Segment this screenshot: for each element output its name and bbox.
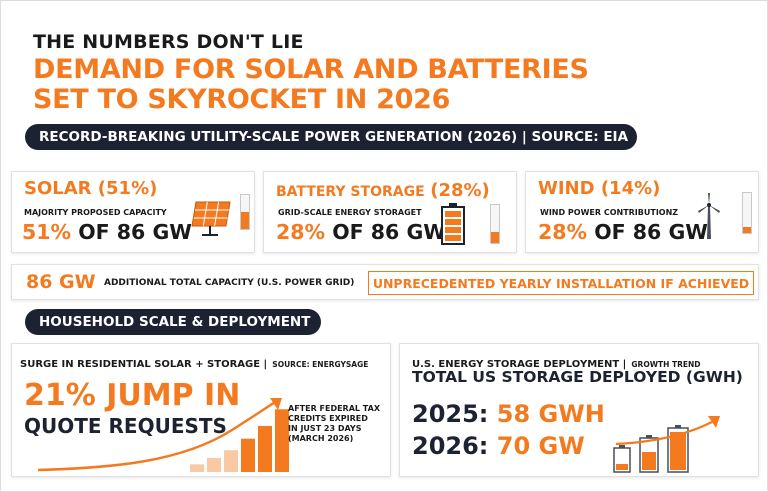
solar-stat-pct: 51%: [22, 220, 72, 244]
capacity-value: 86 GW: [26, 271, 96, 293]
residential-growth-graphic: [37, 398, 289, 472]
battery-gauge: [490, 204, 500, 244]
storage-row-2026-value: 70 GW: [496, 432, 585, 460]
growth-bar: [258, 425, 272, 472]
storage-title: TOTAL US STORAGE DEPLOYED (GWH): [412, 368, 743, 386]
growth-bar: [207, 457, 221, 472]
residential-note-line: IN JUST 23 DAYS: [288, 424, 362, 433]
wind-gauge: [742, 192, 752, 234]
battery-card-title-prefix: BATTERY STORAGE: [276, 184, 425, 200]
storage-row-2026-year: 2026:: [412, 432, 489, 460]
battery-card-title: BATTERY STORAGE (28%): [276, 180, 490, 201]
solar-card-stat: 51% OF 86 GW: [22, 220, 192, 244]
growth-bar: [224, 450, 238, 472]
capacity-label: ADDITIONAL TOTAL CAPACITY (U.S. POWER GR…: [104, 278, 355, 288]
headline-line-1: DEMAND FOR SOLAR AND BATTERIES: [33, 54, 589, 85]
wind-turbine-icon: [698, 193, 720, 239]
wind-card-subtitle: WIND POWER CONTRIBUTIONZ: [540, 208, 679, 217]
wind-card-stat: 28% OF 86 GW: [538, 220, 708, 244]
section-pill-household: HOUSEHOLD SCALE & DEPLOYMENT: [25, 309, 321, 335]
wind-card: WIND (14%) WIND POWER CONTRIBUTIONZ 28% …: [525, 171, 759, 253]
residential-note: AFTER FEDERAL TAX CREDITS EXPIRED IN JUS…: [288, 404, 380, 444]
growth-bar: [241, 438, 255, 472]
capacity-callout-text: UNPRECEDENTED YEARLY INSTALLATION IF ACH…: [372, 275, 750, 291]
residential-note-line: AFTER FEDERAL TAX: [288, 404, 380, 413]
residential-header-source: SOURCE: ENERGYSAGE: [272, 360, 369, 369]
battery-card-stat: 28% OF 86 GW: [276, 220, 446, 244]
storage-battery: [613, 445, 631, 473]
wind-stat-of: OF 86 GW: [594, 220, 708, 244]
storage-arrow-curve: [615, 421, 713, 446]
battery-card-title-pct: (28%): [430, 180, 490, 201]
growth-arrow-head: [270, 398, 282, 410]
battery-gauge-fill: [491, 232, 499, 243]
battery-stat-pct: 28%: [276, 220, 326, 244]
section-pill-household-label: HOUSEHOLD SCALE & DEPLOYMENT: [39, 314, 311, 330]
solar-card-title: SOLAR (51%): [24, 178, 158, 199]
capacity-strip: 86 GW ADDITIONAL TOTAL CAPACITY (U.S. PO…: [11, 264, 759, 300]
residential-big-line-1: 21% JUMP IN: [24, 378, 241, 413]
wind-card-title: WIND (14%): [538, 178, 661, 199]
storage-row-2025-year: 2025:: [412, 400, 489, 428]
battery-card: BATTERY STORAGE (28%) GRID-SCALE ENERGY …: [263, 171, 517, 253]
growth-arrow-curve: [37, 400, 277, 472]
residential-header-main: SURGE IN RESIDENTIAL SOLAR + STORAGE |: [20, 359, 268, 370]
battery-card-subtitle: GRID-SCALE ENERGY STORAGET: [278, 208, 422, 217]
solar-card: SOLAR (51%) MAJORITY PROPOSED CAPACITY 5…: [11, 171, 255, 253]
residential-header: SURGE IN RESIDENTIAL SOLAR + STORAGE | S…: [20, 352, 368, 371]
solar-card-subtitle: MAJORITY PROPOSED CAPACITY: [24, 208, 167, 217]
solar-stat-of: OF 86 GW: [78, 220, 192, 244]
storage-row-2025-value: 58 GWH: [496, 400, 605, 428]
wind-stat-pct: 28%: [538, 220, 588, 244]
capacity-callout-box: UNPRECEDENTED YEARLY INSTALLATION IF ACH…: [368, 271, 754, 295]
solar-gauge: [240, 194, 250, 230]
storage-header: U.S. ENERGY STORAGE DEPLOYMENT | GROWTH …: [412, 352, 701, 371]
storage-card: U.S. ENERGY STORAGE DEPLOYMENT | GROWTH …: [399, 343, 759, 477]
battery-stat-of: OF 86 GW: [332, 220, 446, 244]
residential-big-line-2: QUOTE REQUESTS: [24, 414, 227, 438]
kicker-heading: THE NUMBERS DON'T LIE: [33, 31, 304, 53]
battery-icon: [441, 203, 465, 245]
storage-arrow-head: [708, 416, 720, 428]
residential-note-line: CREDITS EXPIRED: [288, 414, 368, 423]
storage-row-2026: 2026: 70 GW: [412, 432, 585, 460]
section-pill-utility: RECORD-BREAKING UTILITY-SCALE POWER GENE…: [25, 124, 637, 150]
solar-gauge-fill: [241, 211, 249, 229]
growth-bar: [275, 409, 289, 472]
headline-line-2: SET TO SKYROCKET IN 2026: [33, 84, 451, 115]
residential-card: SURGE IN RESIDENTIAL SOLAR + STORAGE | S…: [11, 343, 391, 477]
storage-battery: [667, 425, 689, 473]
storage-row-2025: 2025: 58 GWH: [412, 400, 605, 428]
storage-battery: [639, 435, 659, 473]
battery-growth-icon: [613, 416, 720, 473]
solar-panel-icon: [191, 201, 231, 236]
section-pill-utility-label: RECORD-BREAKING UTILITY-SCALE POWER GENE…: [39, 129, 629, 145]
wind-gauge-fill: [743, 227, 751, 233]
storage-header-main: U.S. ENERGY STORAGE DEPLOYMENT |: [412, 359, 627, 370]
growth-bar: [190, 464, 204, 472]
storage-header-trend: GROWTH TREND: [631, 360, 701, 369]
residential-note-line: (MARCH 2026): [288, 434, 354, 443]
